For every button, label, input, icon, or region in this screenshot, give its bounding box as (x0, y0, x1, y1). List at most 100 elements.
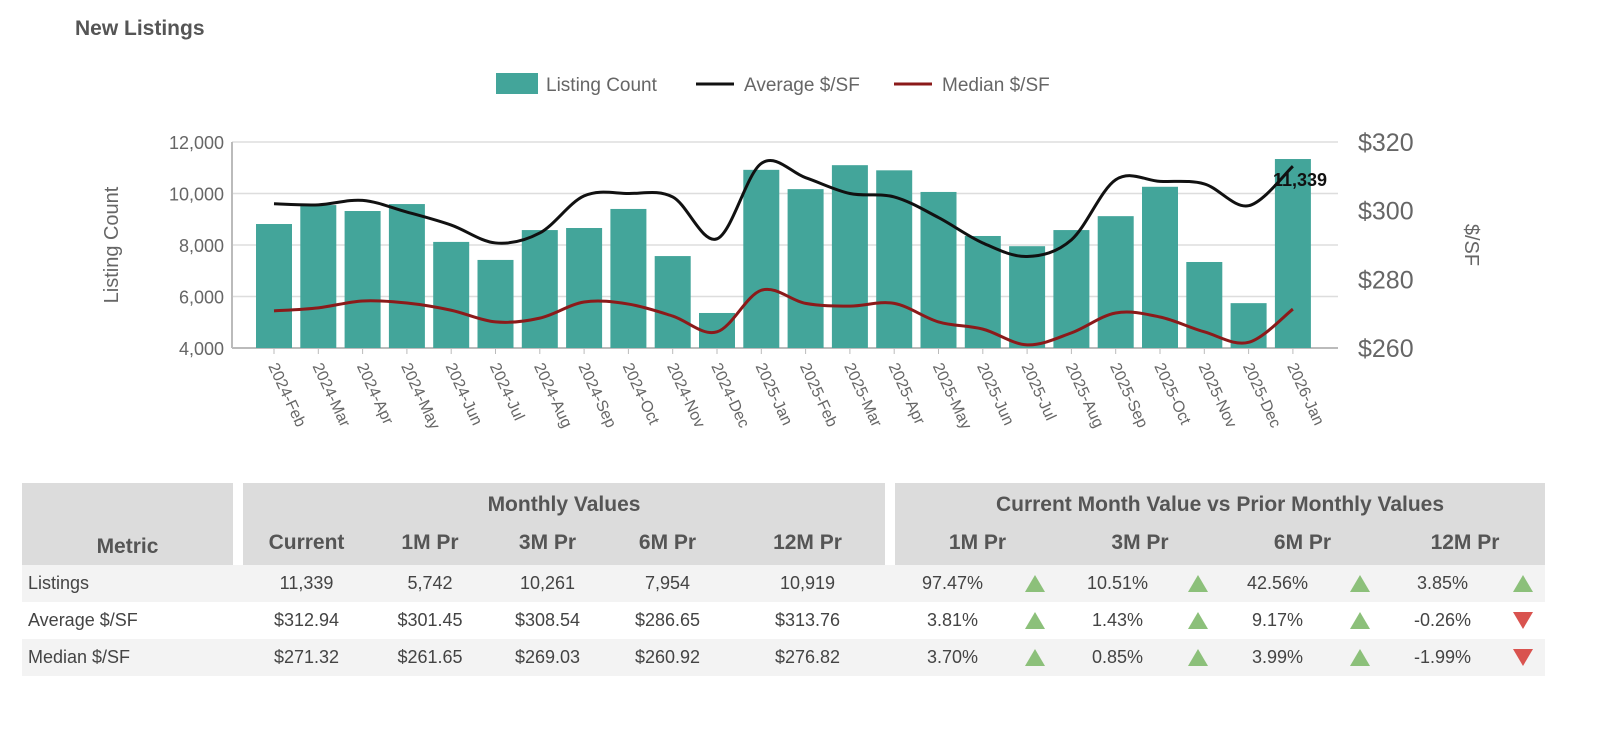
monthly-value: $260.92 (634, 647, 701, 667)
bar-listing-count (521, 230, 558, 348)
pct-change: 10.51% (1086, 573, 1149, 593)
x-tick-label: 2025-Jul (1017, 361, 1058, 424)
line-median-sf (273, 287, 1294, 347)
x-tick-label: 2024-Sep (574, 361, 619, 431)
x-tick-label: 2024-Dec (707, 361, 752, 431)
column-header: 1M Pr (401, 531, 459, 554)
pct-change: 3.70% (926, 647, 979, 667)
bar-listing-count (1097, 216, 1134, 348)
column-header: Current (268, 531, 345, 554)
triangle-up-icon (1335, 649, 1385, 666)
header-group: Monthly Values Current 1M Pr 3M Pr 6M Pr 12M … (243, 483, 885, 565)
x-tick-label: 2024-Mar (309, 361, 354, 431)
x-tick-label: 2024-Jun (442, 361, 486, 429)
bar-listing-count (1186, 261, 1223, 348)
y-axis-title: Listing Count (101, 186, 123, 303)
legend-swatch-listing-count (496, 73, 538, 94)
bar-listing-count (300, 205, 337, 348)
triangle-down-icon (1500, 649, 1545, 666)
x-tick-label: 2025-Dec (1239, 361, 1284, 431)
pct-change: 42.56% (1246, 573, 1309, 593)
column-header: 3M Pr (1111, 531, 1169, 554)
monthly-value: $308.54 (514, 610, 581, 630)
x-tick-label: 2025-Jun (973, 361, 1017, 429)
x-tick-label: 2025-Jan (752, 361, 796, 429)
pct-change: 3.81% (926, 610, 979, 630)
triangle-up-icon (1010, 612, 1060, 629)
x-tick-label: 2026-Jan (1283, 361, 1327, 429)
monthly-value: $276.82 (774, 647, 841, 667)
pct-change: 97.47% (921, 573, 984, 593)
bar-listing-count (1009, 246, 1046, 348)
y-tick-label: 4,000 (179, 339, 224, 359)
monthly-value: 5,742 (407, 573, 453, 593)
legend-label: Listing Count (546, 75, 658, 96)
y2-axis-title: $/SF (1460, 224, 1482, 266)
metric-name: Median $/SF (28, 647, 131, 667)
x-tick-label: 2024-May (397, 361, 442, 433)
x-tick-label: 2024-Aug (530, 361, 575, 431)
pct-change: 1.43% (1091, 610, 1144, 630)
triangle-up-icon (1175, 612, 1220, 629)
metrics-table: Metric Monthly Values Current 1M Pr 3M Pr 6M … (22, 483, 1545, 676)
y2-tick-label: $300 (1358, 198, 1414, 226)
triangle-up-icon (1175, 575, 1220, 592)
y-tick-label: 6,000 (179, 288, 224, 308)
y2-tick-label: $320 (1358, 129, 1414, 157)
monthly-value: 11,339 (279, 573, 334, 593)
line-average-sf (273, 159, 1294, 259)
header-group: Current Month Value vs Prior Monthly Val… (895, 483, 1545, 565)
triangle-up-icon (1335, 612, 1385, 629)
triangle-up-icon (1010, 649, 1060, 666)
x-tick-label: 2025-Nov (1195, 361, 1240, 431)
monthly-value: $269.03 (514, 647, 581, 667)
bar-listing-count (1142, 186, 1178, 348)
triangle-up-icon (1010, 575, 1060, 592)
x-tick-label: 2025-May (929, 361, 974, 433)
x-tick-label: 2025-Aug (1062, 361, 1107, 431)
x-tick-label: 2025-Oct (1150, 361, 1193, 428)
pct-change: -1.99% (1413, 647, 1472, 667)
pct-change: 3.85% (1416, 573, 1469, 593)
x-tick-label: 2025-Mar (840, 361, 885, 431)
x-tick-label: 2024-Nov (663, 361, 708, 431)
legend-label: Average $/SF (744, 75, 860, 96)
triangle-up-icon (1335, 575, 1385, 592)
column-header: 3M Pr (518, 531, 577, 554)
monthly-value: 10,919 (779, 573, 836, 593)
table-row: Median $/SF $271.32 $261.65 $269.03 $260.92 $… (22, 639, 1545, 676)
table-row: Listings 11,339 5,742 10,261 7,954 10,919 97.4… (22, 565, 1545, 602)
column-header: 1M Pr (948, 531, 1007, 554)
header-group-title: Monthly Values (487, 493, 641, 516)
bar-listing-count (787, 189, 824, 348)
triangle-down-icon (1500, 612, 1545, 629)
data-label-last-bar: 11,339 (1273, 170, 1327, 190)
bar-listing-count (433, 241, 470, 348)
monthly-value: $286.65 (634, 610, 701, 630)
column-header: 12M Pr (773, 531, 842, 554)
spacer (885, 483, 895, 565)
y2-tick-label: $280 (1358, 266, 1414, 294)
monthly-value: 7,954 (644, 573, 691, 593)
column-header: 12M Pr (1430, 531, 1500, 554)
bar-listing-count (964, 235, 1001, 348)
chart-title: New Listings (75, 17, 205, 40)
y-tick-label: 10,000 (169, 185, 224, 205)
metric-name: Average $/SF (28, 610, 138, 630)
pct-change: 0.85% (1091, 647, 1144, 667)
combo-chart: 4,000 6,000 8,000 10,000 12,000 $260 $280 $300 $… (101, 73, 1482, 433)
y-tick-label: 12,000 (169, 133, 224, 153)
bar-listing-count (566, 228, 603, 348)
spacer (233, 483, 243, 565)
column-header: 6M Pr (1273, 531, 1332, 554)
bar-listing-count (654, 256, 691, 348)
x-tick-label: 2024-Jul (486, 361, 527, 424)
y2-tick-label: $260 (1358, 335, 1414, 363)
column-header: 6M Pr (638, 531, 697, 554)
x-tick-label: 2025-Sep (1106, 361, 1151, 431)
x-tick-label: 2025-Feb (796, 361, 840, 430)
monthly-value: $301.45 (397, 610, 463, 630)
monthly-value: $313.76 (774, 610, 841, 630)
bar-listing-count (1274, 159, 1311, 348)
y-tick-label: 8,000 (179, 236, 224, 256)
